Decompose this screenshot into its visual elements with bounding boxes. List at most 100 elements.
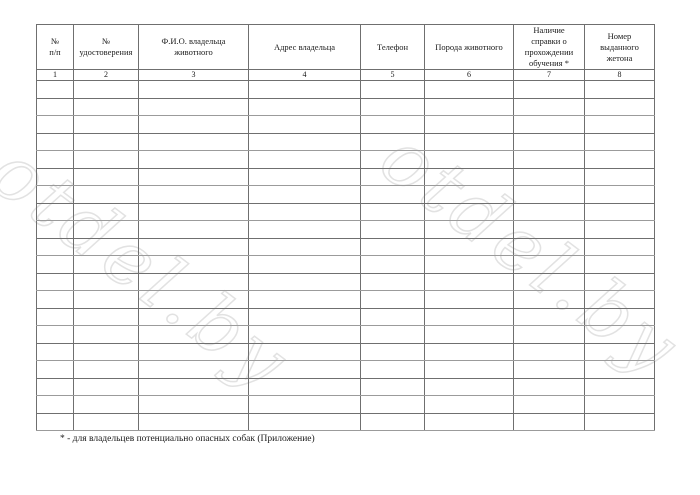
empty-cell	[424, 220, 514, 239]
empty-cell	[36, 255, 74, 274]
empty-cell	[248, 360, 361, 379]
empty-cell	[360, 325, 425, 344]
empty-cell	[248, 255, 361, 274]
empty-cell	[248, 80, 361, 99]
table-row	[36, 150, 655, 169]
empty-cell	[73, 395, 139, 414]
table-row	[36, 307, 655, 327]
empty-cell	[36, 412, 74, 432]
empty-cell	[138, 290, 249, 309]
empty-cell	[248, 237, 361, 257]
empty-cell	[513, 272, 585, 292]
empty-cell	[248, 150, 361, 169]
empty-cell	[513, 150, 585, 169]
empty-cell	[73, 167, 139, 187]
empty-cell	[73, 220, 139, 239]
empty-cell	[360, 115, 425, 134]
empty-cell	[73, 202, 139, 222]
empty-cell	[138, 342, 249, 362]
empty-cell	[424, 307, 514, 327]
dog-owners-registry-table: № п/п № удостоверения Ф.И.О. владельца жив…	[36, 23, 655, 432]
empty-cell	[248, 220, 361, 239]
empty-cell	[248, 202, 361, 222]
empty-cell	[73, 272, 139, 292]
empty-cell	[36, 360, 74, 379]
empty-cell	[73, 132, 139, 152]
empty-cell	[138, 132, 249, 152]
empty-cell	[73, 255, 139, 274]
empty-cell	[584, 412, 655, 432]
empty-cell	[360, 272, 425, 292]
empty-cell	[424, 167, 514, 187]
empty-cell	[424, 290, 514, 309]
empty-cell	[36, 325, 74, 344]
table-row	[36, 202, 655, 222]
empty-cell	[584, 360, 655, 379]
empty-cell	[513, 132, 585, 152]
empty-cell	[36, 150, 74, 169]
empty-cell	[424, 325, 514, 344]
empty-cell	[584, 80, 655, 99]
empty-cell	[248, 377, 361, 397]
empty-cell	[138, 80, 249, 99]
empty-cell	[73, 80, 139, 99]
empty-cell	[138, 255, 249, 274]
empty-cell	[36, 202, 74, 222]
empty-cell	[138, 307, 249, 327]
empty-cell	[248, 115, 361, 134]
empty-cell	[513, 307, 585, 327]
column-header-8: Номер выданного жетона	[584, 23, 655, 71]
empty-cell	[138, 115, 249, 134]
empty-cell	[513, 97, 585, 117]
empty-cell	[424, 395, 514, 414]
empty-cell	[73, 115, 139, 134]
empty-cell	[360, 255, 425, 274]
footnote: * - для владельцев потенциально опасных …	[60, 434, 315, 444]
empty-cell	[360, 237, 425, 257]
empty-cell	[73, 185, 139, 204]
empty-cell	[360, 185, 425, 204]
empty-cell	[584, 395, 655, 414]
empty-cell	[360, 80, 425, 99]
empty-cell	[584, 115, 655, 134]
empty-cell	[360, 220, 425, 239]
empty-cell	[73, 325, 139, 344]
empty-cell	[36, 167, 74, 187]
empty-cell	[424, 115, 514, 134]
empty-cell	[424, 360, 514, 379]
table-row	[36, 342, 655, 362]
empty-cell	[424, 202, 514, 222]
empty-cell	[73, 307, 139, 327]
empty-cell	[36, 307, 74, 327]
empty-cell	[138, 237, 249, 257]
table-row	[36, 237, 655, 257]
empty-cell	[584, 325, 655, 344]
empty-cell	[360, 97, 425, 117]
empty-cell	[73, 97, 139, 117]
empty-cell	[360, 377, 425, 397]
empty-cell	[248, 395, 361, 414]
table-row	[36, 360, 655, 379]
empty-cell	[36, 97, 74, 117]
column-number-6: 6	[424, 69, 514, 82]
empty-cell	[73, 412, 139, 432]
empty-cell	[248, 290, 361, 309]
empty-cell	[36, 377, 74, 397]
empty-cell	[513, 342, 585, 362]
empty-cell	[513, 185, 585, 204]
column-number-3: 3	[138, 69, 249, 82]
empty-cell	[584, 132, 655, 152]
table-row	[36, 132, 655, 152]
empty-cell	[73, 290, 139, 309]
empty-cell	[36, 272, 74, 292]
empty-cell	[424, 150, 514, 169]
empty-cell	[248, 325, 361, 344]
empty-cell	[73, 360, 139, 379]
header-row: № п/п № удостоверения Ф.И.О. владельца жив…	[36, 23, 655, 71]
empty-cell	[360, 342, 425, 362]
table-row	[36, 290, 655, 309]
empty-cell	[513, 255, 585, 274]
empty-cell	[138, 272, 249, 292]
column-number-1: 1	[36, 69, 74, 82]
empty-cell	[513, 377, 585, 397]
